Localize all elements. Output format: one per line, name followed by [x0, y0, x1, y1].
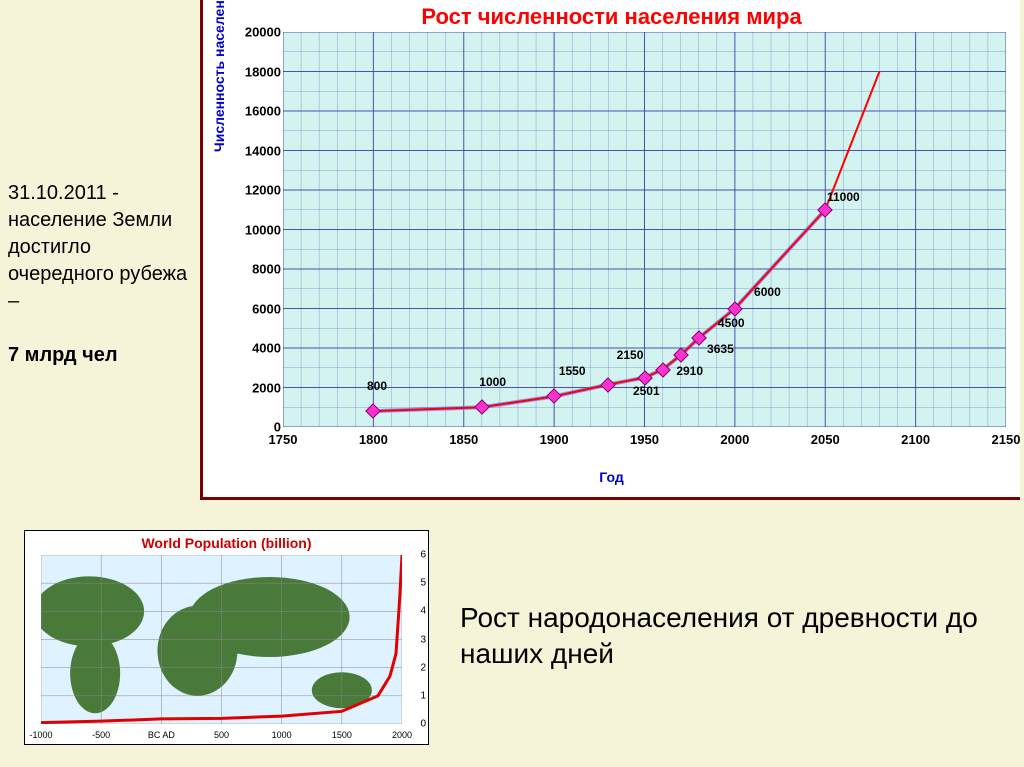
x-tick: 1800: [359, 432, 388, 447]
x-tick: 1950: [630, 432, 659, 447]
y-tick: 18000: [243, 64, 281, 79]
thumb-y-tick: 0: [420, 719, 426, 730]
y-tick: 0: [243, 420, 281, 435]
thumb-svg: [41, 555, 402, 724]
data-label: 3635: [707, 342, 734, 356]
x-tick: 1900: [540, 432, 569, 447]
y-tick: 16000: [243, 104, 281, 119]
y-axis-label: Численность населения (млн.чел.): [211, 0, 227, 152]
thumb-title: World Population (billion): [25, 535, 428, 551]
side-note-text: 31.10.2011 - население Земли достигло оч…: [8, 182, 187, 312]
data-label: 2910: [676, 364, 703, 378]
thumb-y-tick: 4: [420, 606, 426, 617]
thumb-x-tick: 500: [214, 730, 229, 740]
thumb-chart: World Population (billion) 0 1 2 3 4 5 6 -1000 -…: [24, 530, 429, 745]
data-label: 11000: [827, 190, 860, 204]
data-label: 800: [367, 379, 387, 393]
x-axis-label: Год: [599, 469, 624, 485]
data-label: 2150: [617, 348, 644, 362]
y-tick: 6000: [243, 301, 281, 316]
x-tick: 1850: [449, 432, 478, 447]
data-label: 6000: [754, 285, 781, 299]
thumb-y-tick: 1: [420, 690, 426, 701]
thumb-y-tick: 5: [420, 578, 426, 589]
thumb-x-tick: 1500: [332, 730, 352, 740]
x-tick: 2150: [992, 432, 1021, 447]
thumb-x-tick: -1000: [29, 730, 52, 740]
thumb-x-tick: -500: [92, 730, 110, 740]
side-note: 31.10.2011 - население Земли достигло оч…: [8, 180, 188, 369]
side-note-bold: 7 млрд чел: [8, 344, 118, 366]
data-series: [283, 32, 1006, 427]
population-chart: Рост численности населения мира Численно…: [200, 0, 1020, 500]
plot-area: 800 1000 1550 2150 2501 2910 3635 4500 6000 11000: [283, 32, 1006, 427]
thumb-x-tick: 2000: [392, 730, 412, 740]
y-tick: 10000: [243, 222, 281, 237]
thumb-y-tick: 6: [420, 550, 426, 561]
x-tick: 2000: [720, 432, 749, 447]
chart-title: Рост численности населения мира: [203, 4, 1020, 30]
thumb-y-tick: 2: [420, 662, 426, 673]
data-label: 4500: [718, 316, 745, 330]
thumb-y-tick: 3: [420, 634, 426, 645]
y-tick: 8000: [243, 262, 281, 277]
thumb-x-tick: 1000: [272, 730, 292, 740]
y-tick: 4000: [243, 341, 281, 356]
thumb-x-tick: BC AD: [148, 730, 175, 740]
y-tick: 2000: [243, 380, 281, 395]
y-tick: 20000: [243, 25, 281, 40]
data-label: 2501: [633, 384, 660, 398]
caption-text: Рост народонаселения от древности до наш…: [460, 600, 1000, 673]
data-label: 1550: [559, 364, 586, 378]
y-tick: 12000: [243, 183, 281, 198]
x-tick: 2100: [901, 432, 930, 447]
y-tick: 14000: [243, 143, 281, 158]
data-label: 1000: [479, 375, 506, 389]
thumb-plot: [41, 555, 402, 724]
x-tick: 2050: [811, 432, 840, 447]
